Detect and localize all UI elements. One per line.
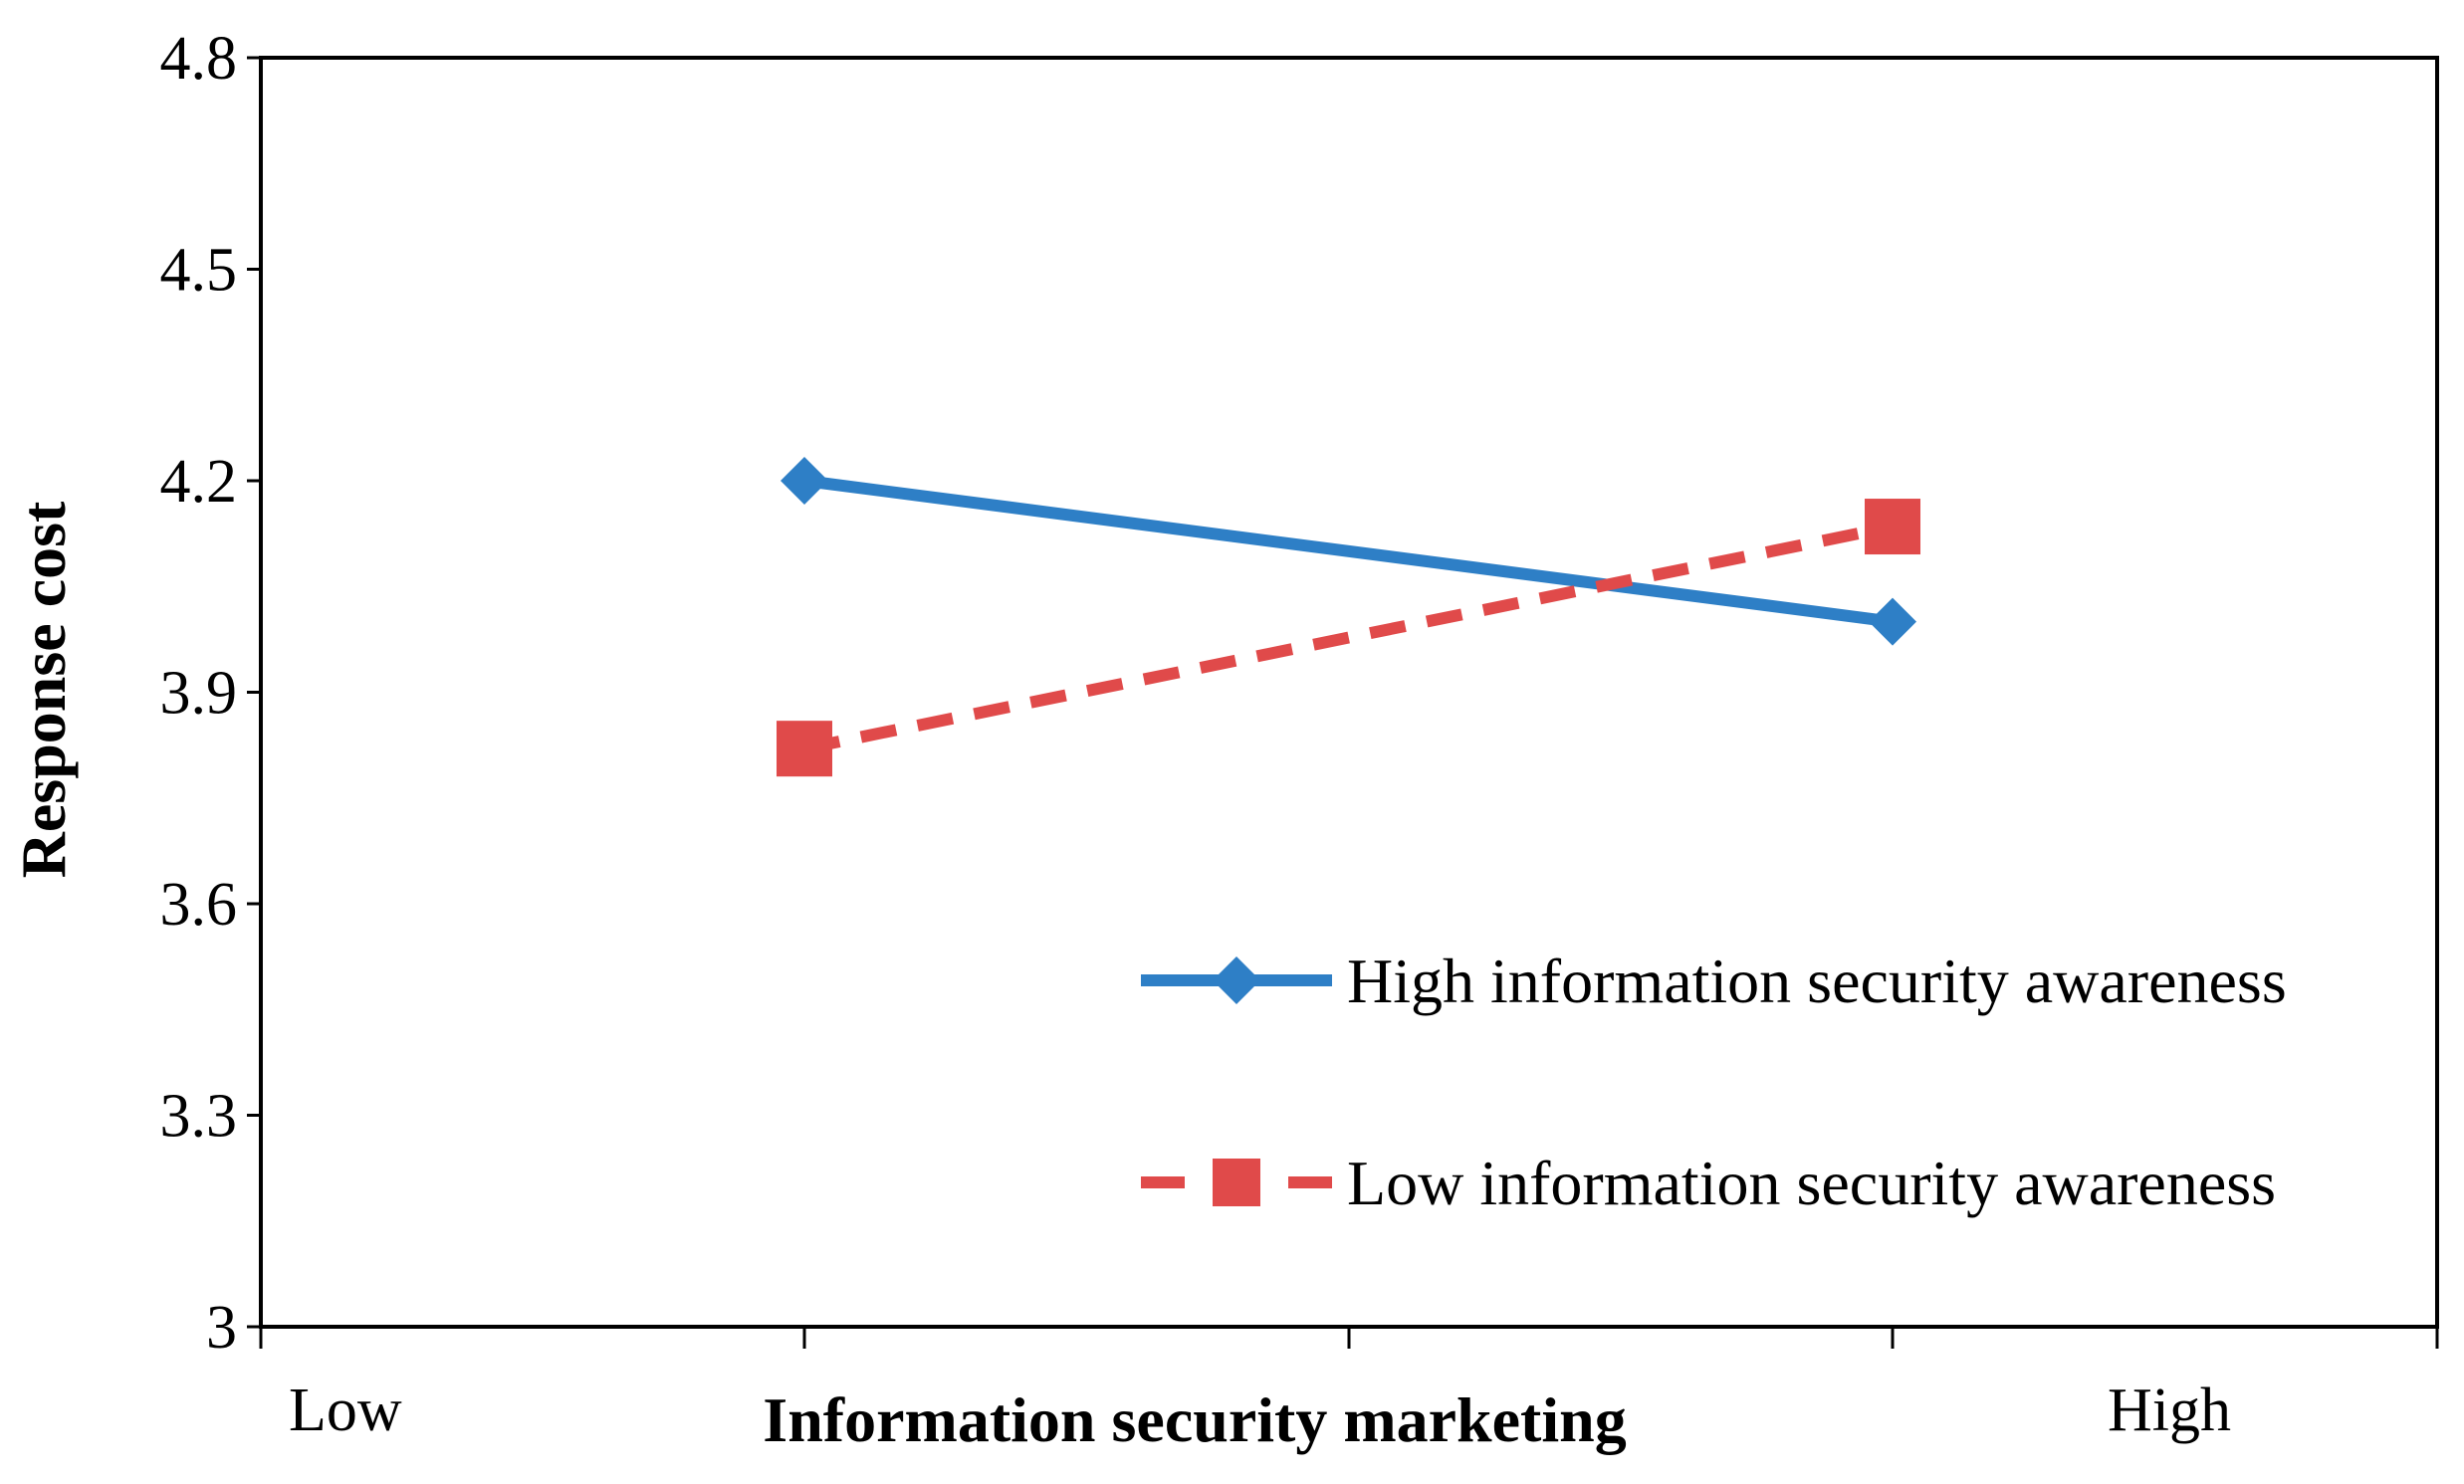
data-point-diamond [781, 457, 828, 505]
y-tick-label: 4.5 [160, 237, 238, 305]
x-end-label-high: High [2108, 1377, 2231, 1444]
data-point-square [777, 721, 832, 777]
y-tick-label: 4.8 [160, 25, 238, 93]
legend-entry: Low information security awareness [1141, 1148, 2276, 1218]
legend-marker-square [1213, 1159, 1260, 1206]
series-low-awareness [777, 499, 1920, 777]
x-axis-title: Information security marketing [763, 1384, 1626, 1455]
data-point-diamond [1869, 597, 1916, 646]
x-axis [259, 1327, 2439, 1349]
legend: High information security awareness Low i… [1141, 946, 2287, 1218]
legend-entry: High information security awareness [1141, 946, 2287, 1016]
y-tick-label: 3 [206, 1294, 237, 1362]
y-tick-label: 3.3 [160, 1083, 238, 1151]
y-tick-label: 3.6 [160, 871, 238, 939]
x-end-label-low: Low [289, 1377, 402, 1444]
series-line [802, 521, 1895, 755]
plot-border [259, 56, 2439, 1329]
series-group [777, 457, 1920, 777]
axis-labels: Response cost Information security marke… [8, 501, 2231, 1455]
y-axis: 4.8 4.5 4.2 3.9 3.6 3.3 3 [160, 25, 261, 1362]
legend-marker-diamond [1213, 956, 1260, 1004]
y-tick-label: 3.9 [160, 660, 238, 728]
plot-frame [259, 56, 2439, 1329]
data-point-square [1865, 499, 1920, 555]
series-line [803, 475, 1894, 628]
legend-label: High information security awareness [1347, 946, 2287, 1016]
legend-label: Low information security awareness [1347, 1148, 2276, 1218]
y-tick-label: 4.2 [160, 448, 238, 516]
y-axis-title: Response cost [8, 501, 79, 878]
series-high-awareness [781, 457, 1916, 646]
